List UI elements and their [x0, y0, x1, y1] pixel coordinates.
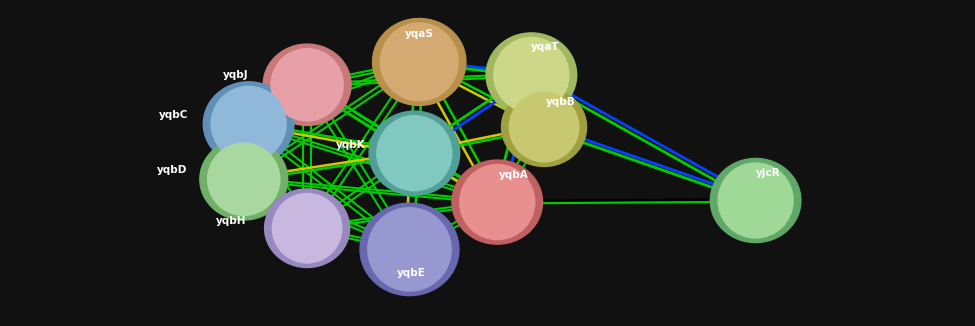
Ellipse shape: [372, 19, 466, 105]
Ellipse shape: [719, 163, 793, 238]
Ellipse shape: [509, 92, 579, 162]
Ellipse shape: [271, 49, 343, 121]
Ellipse shape: [377, 116, 451, 191]
Text: yqbK: yqbK: [335, 140, 366, 150]
Ellipse shape: [501, 88, 587, 167]
Ellipse shape: [204, 82, 293, 166]
Ellipse shape: [487, 33, 576, 117]
Ellipse shape: [263, 44, 351, 126]
Ellipse shape: [208, 143, 280, 215]
Text: yqbJ: yqbJ: [223, 70, 249, 80]
Ellipse shape: [360, 203, 459, 296]
Ellipse shape: [212, 86, 286, 161]
Text: yjcR: yjcR: [756, 168, 780, 178]
Text: yqbE: yqbE: [397, 268, 426, 278]
Text: yqaS: yqaS: [405, 29, 434, 39]
Text: yqaT: yqaT: [531, 42, 560, 52]
Ellipse shape: [380, 23, 458, 101]
Text: yqbD: yqbD: [157, 165, 187, 175]
Ellipse shape: [452, 160, 542, 244]
Ellipse shape: [368, 208, 451, 291]
Ellipse shape: [272, 193, 342, 263]
Text: yqbB: yqbB: [546, 97, 576, 107]
Text: yqbA: yqbA: [499, 170, 529, 180]
Text: yqbH: yqbH: [216, 215, 247, 226]
Text: yqbC: yqbC: [159, 110, 188, 120]
Ellipse shape: [460, 165, 534, 240]
Ellipse shape: [370, 111, 459, 195]
Ellipse shape: [711, 158, 800, 243]
Ellipse shape: [200, 139, 288, 220]
Ellipse shape: [494, 37, 568, 112]
Ellipse shape: [264, 189, 350, 268]
